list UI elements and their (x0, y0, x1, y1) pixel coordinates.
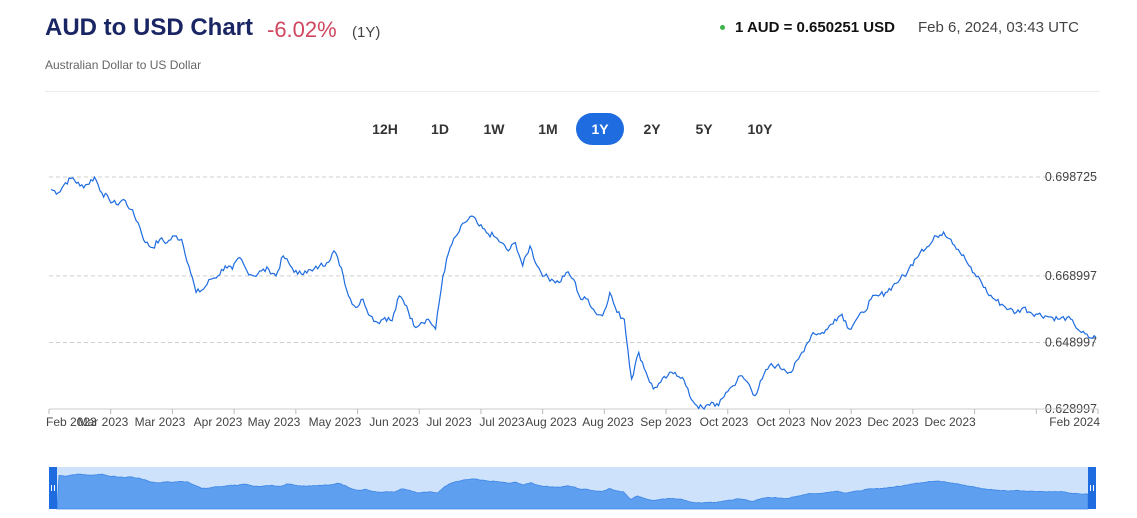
period-label: (1Y) (352, 24, 381, 41)
x-tick-label: Jun 2023 (369, 415, 419, 429)
x-tick-label: Aug 2023 (525, 415, 577, 429)
y-tick-label: 0.648997 (1045, 335, 1097, 349)
x-tick-label: Mar 2023 (78, 415, 129, 429)
header-divider (45, 91, 1100, 92)
tab-12h[interactable]: 12H (372, 121, 398, 137)
x-tick-label: Oct 2023 (700, 415, 749, 429)
x-tick-label: Jul 2023 (479, 415, 525, 429)
page-title: AUD to USD Chart (45, 14, 253, 41)
x-tick-label: Feb 2023 (46, 415, 97, 429)
navigator-area (56, 473, 1089, 510)
x-tick-label: May 2023 (248, 415, 301, 429)
series-line (50, 175, 1097, 410)
tab-1y[interactable]: 1Y (576, 113, 624, 145)
x-tick-label: Aug 2023 (582, 415, 634, 429)
x-tick-label: Dec 2023 (867, 415, 919, 429)
x-tick-label: Mar 2023 (135, 415, 186, 429)
x-tick-label: May 2023 (309, 415, 362, 429)
navigator[interactable] (49, 467, 1096, 510)
x-tick-label: Apr 2023 (194, 415, 243, 429)
tab-5y[interactable]: 5Y (695, 121, 713, 137)
navigator-left-handle[interactable] (49, 467, 57, 509)
tab-2y[interactable]: 2Y (643, 121, 661, 137)
tab-1d[interactable]: 1D (431, 121, 449, 137)
live-status-dot-icon (720, 25, 725, 30)
x-tick-label: Sep 2023 (640, 415, 692, 429)
chart-grid (49, 176, 1098, 343)
tab-1w[interactable]: 1W (483, 121, 505, 137)
x-tick-label: Oct 2023 (757, 415, 806, 429)
y-tick-label: 0.668997 (1045, 269, 1097, 283)
tab-10y[interactable]: 10Y (747, 121, 773, 137)
x-tick-label: Jul 2023 (426, 415, 472, 429)
percent-change: -6.02% (267, 17, 337, 42)
tab-1m[interactable]: 1M (538, 121, 558, 137)
x-tick-label: Dec 2023 (924, 415, 976, 429)
rate-timestamp: Feb 6, 2024, 03:43 UTC (918, 19, 1079, 36)
page-subtitle: Australian Dollar to US Dollar (45, 58, 202, 72)
x-tick-label: Nov 2023 (810, 415, 862, 429)
y-tick-label: 0.698725 (1045, 170, 1097, 184)
x-tick-label: Feb 2024 (1049, 415, 1100, 429)
navigator-right-handle[interactable] (1088, 467, 1096, 509)
exchange-rate: 1 AUD = 0.650251 USD (735, 19, 895, 36)
